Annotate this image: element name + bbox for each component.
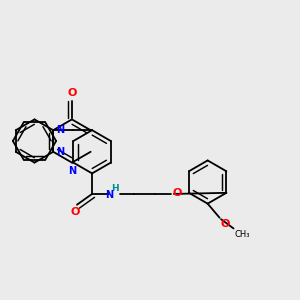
Text: O: O: [67, 88, 76, 98]
Text: CH₃: CH₃: [235, 230, 250, 239]
Text: N: N: [56, 147, 64, 157]
Text: O: O: [172, 188, 182, 198]
Text: H: H: [111, 184, 118, 193]
Text: N: N: [56, 124, 64, 135]
Text: O: O: [70, 207, 80, 217]
Text: N: N: [105, 190, 113, 200]
Text: O: O: [221, 219, 230, 229]
Text: N: N: [68, 166, 76, 176]
